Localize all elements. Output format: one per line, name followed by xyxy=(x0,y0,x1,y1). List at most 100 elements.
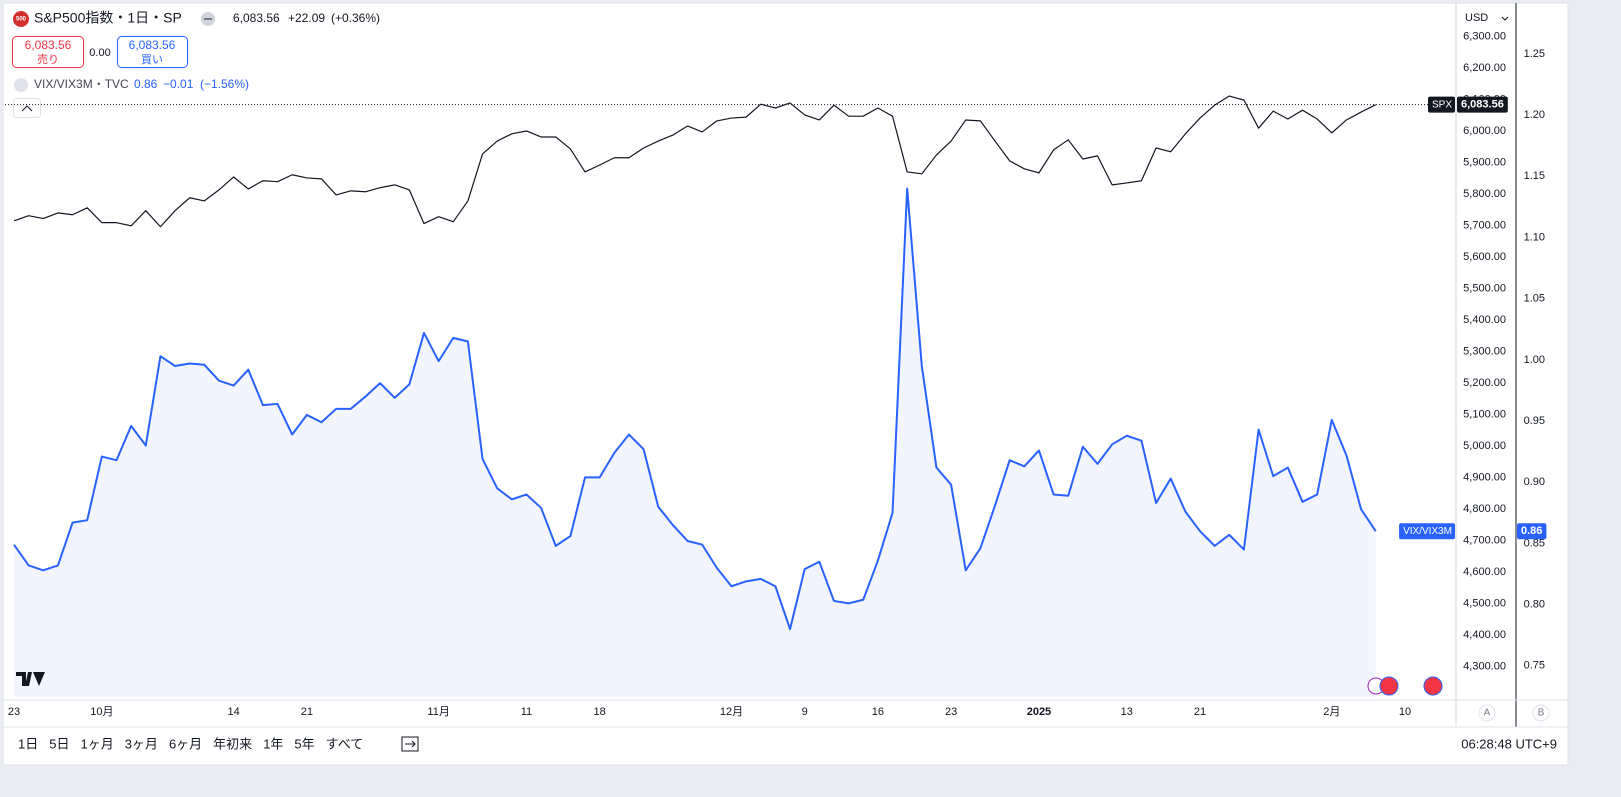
y-tick-label: 6,000.00 xyxy=(1463,125,1506,137)
event-icon[interactable] xyxy=(1379,676,1399,696)
sell-label: 売り xyxy=(37,53,59,66)
indicator-change-pct: (−1.56%) xyxy=(200,77,249,91)
legend-label: SPX xyxy=(1432,99,1452,110)
sell-price: 6,083.56 xyxy=(25,38,72,52)
last-value-tag xyxy=(1517,523,1547,540)
currency-button[interactable] xyxy=(1457,6,1515,30)
last-value-label: 6,083.56 xyxy=(1461,99,1504,111)
y-tick-label: 5,000.00 xyxy=(1463,440,1506,452)
x-tick-label: 13 xyxy=(1121,706,1133,718)
y-tick-label: 5,500.00 xyxy=(1463,282,1506,294)
scale-label: A xyxy=(1484,708,1491,719)
x-tick-label: 9 xyxy=(802,706,808,718)
indicator-change: −0.01 xyxy=(163,77,194,91)
range-button[interactable]: 1日 xyxy=(18,736,38,751)
y-tick-label: 5,300.00 xyxy=(1463,345,1506,357)
x-tick-label: 21 xyxy=(1194,706,1206,718)
y-tick-label: 5,700.00 xyxy=(1463,219,1506,231)
y-tick-label: 1.05 xyxy=(1524,293,1545,305)
y-tick-label: 4,500.00 xyxy=(1463,597,1506,609)
x-tick-label: 12月 xyxy=(720,706,743,718)
y-tick-label: 4,900.00 xyxy=(1463,471,1506,483)
range-button[interactable]: 年初来 xyxy=(213,736,252,751)
y-tick-label: 4,700.00 xyxy=(1463,534,1506,546)
range-toolbar: 1日 5日 1ヶ月 3ヶ月 6ヶ月 年初来 1年 5年 すべて xyxy=(18,736,363,751)
change: +22.09 xyxy=(288,11,325,25)
x-tick-label: 11 xyxy=(521,706,532,718)
y-tick-label: 4,300.00 xyxy=(1463,660,1506,672)
y-tick-label: 0.95 xyxy=(1524,415,1545,427)
symbol-logo xyxy=(13,11,29,27)
buy-button[interactable] xyxy=(117,36,188,68)
event-icon[interactable] xyxy=(1423,676,1443,696)
y-tick-label: 1.25 xyxy=(1524,48,1545,60)
x-tick-label: 2月 xyxy=(1323,706,1340,718)
indicator-name[interactable]: VIX/VIX3M・TVC xyxy=(34,77,129,91)
legend-label: VIX/VIX3M xyxy=(1403,526,1452,537)
y-tick-label: 0.80 xyxy=(1524,599,1545,611)
x-tick-label: 2025 xyxy=(1027,706,1051,718)
x-tick-label: 16 xyxy=(872,706,884,718)
range-button[interactable]: 3ヶ月 xyxy=(125,736,158,751)
series-tag xyxy=(1399,523,1455,540)
currency: USD xyxy=(1465,12,1488,24)
scale-button[interactable] xyxy=(1532,704,1550,722)
range-button[interactable]: 5日 xyxy=(49,736,69,751)
date-range-icon[interactable] xyxy=(401,736,419,752)
y-tick-label: 4,800.00 xyxy=(1463,503,1506,515)
change-pct: (+0.36%) xyxy=(331,11,380,25)
scale-button[interactable] xyxy=(1478,704,1496,722)
indicator-value: 0.86 xyxy=(134,77,158,91)
range-button[interactable]: 1年 xyxy=(263,736,283,751)
scale-label: B xyxy=(1538,708,1545,719)
x-tick-label: 10 xyxy=(1399,706,1411,718)
y-tick-label: 0.85 xyxy=(1524,537,1545,549)
x-tick-label: 10月 xyxy=(90,706,113,718)
spread: 0.00 xyxy=(89,47,110,59)
tv-logo xyxy=(16,672,45,686)
range-button[interactable]: すべて xyxy=(326,736,364,751)
series-line xyxy=(13,95,1376,228)
plot-area xyxy=(13,95,1377,697)
y-tick-label: 1.20 xyxy=(1524,109,1545,121)
x-tick-label: 21 xyxy=(301,706,313,718)
y-tick-label: 1.00 xyxy=(1524,354,1545,366)
x-tick-label: 11月 xyxy=(427,706,449,718)
symbol-title[interactable]: S&P500指数・1日・SP xyxy=(34,10,182,26)
sell-button[interactable] xyxy=(12,36,84,68)
last-value-tag xyxy=(1457,96,1508,113)
y-tick-label: 5,800.00 xyxy=(1463,188,1506,200)
range-button[interactable]: 5年 xyxy=(294,736,314,751)
y-tick-label: 5,600.00 xyxy=(1463,251,1506,263)
price: 6,083.56 xyxy=(233,11,280,25)
x-tick-label: 18 xyxy=(594,706,606,718)
buy-label: 買い xyxy=(141,53,163,66)
currency-chevron xyxy=(1501,16,1509,21)
x-tick-label: 23 xyxy=(8,706,20,718)
collapse-icon xyxy=(21,105,33,112)
y-tick-label: 6,300.00 xyxy=(1463,30,1506,42)
y-tick-label: 0.90 xyxy=(1524,476,1545,488)
y-tick-label: 5,200.00 xyxy=(1463,377,1506,389)
y-tick-label: 4,600.00 xyxy=(1463,566,1506,578)
y-tick-label: 5,100.00 xyxy=(1463,408,1506,420)
last-value-label: 0.86 xyxy=(1521,525,1542,537)
status-icon-bar xyxy=(204,18,212,20)
series-area xyxy=(14,188,1376,697)
range-button[interactable]: 6ヶ月 xyxy=(169,736,202,751)
y-tick-label: 4,400.00 xyxy=(1463,629,1506,641)
y-tick-label: 6,200.00 xyxy=(1463,62,1506,74)
range-button[interactable]: 1ヶ月 xyxy=(80,736,113,751)
y-tick-label: 1.10 xyxy=(1524,231,1545,243)
y-tick-label: 5,400.00 xyxy=(1463,314,1506,326)
x-tick-label: 14 xyxy=(228,706,240,718)
x-tick-label: 23 xyxy=(945,706,957,718)
collapse-button[interactable] xyxy=(13,98,41,118)
y-tick-label: 5,900.00 xyxy=(1463,156,1506,168)
y-tick-label: 1.15 xyxy=(1524,170,1545,182)
y-tick-label: 0.75 xyxy=(1524,660,1545,672)
series-line xyxy=(13,187,1377,631)
clock: 06:28:48 UTC+9 xyxy=(1461,736,1557,751)
